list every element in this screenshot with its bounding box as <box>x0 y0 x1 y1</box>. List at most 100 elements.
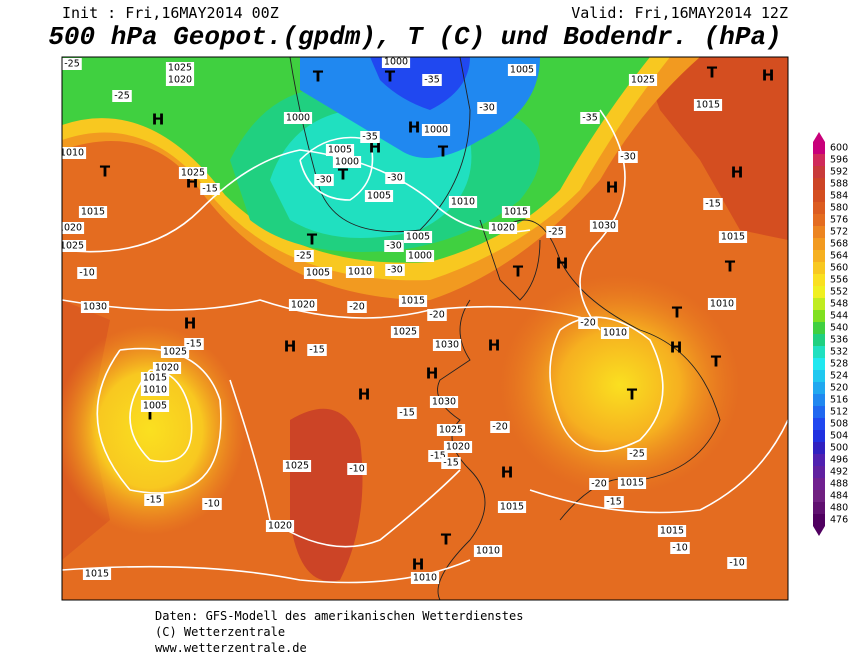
isobar-label-box <box>589 220 619 232</box>
pressure-centre-label: H <box>152 111 165 129</box>
isobar-label-box <box>112 90 132 102</box>
isobar-label: -15 <box>399 408 415 419</box>
isobar-label: 1025 <box>181 168 205 179</box>
isobar-label: 1030 <box>83 302 107 313</box>
pressure-centre-label: H <box>426 365 439 383</box>
isobar-label: 1020 <box>491 223 515 234</box>
warm-region <box>290 408 363 582</box>
isobar-label: 1000 <box>335 157 359 168</box>
isobar-label-box <box>303 267 333 279</box>
isobar-label: 1010 <box>413 573 437 584</box>
isobar-label: 1025 <box>631 75 655 86</box>
isobar-label: 1000 <box>384 57 408 68</box>
colorbar-label: 544 <box>830 311 848 322</box>
isobar-label-box <box>165 74 195 86</box>
isobar-label: 1020 <box>155 363 179 374</box>
colorbar-swatch <box>813 202 825 214</box>
isobar-label: -25 <box>114 91 130 102</box>
isobar-label-box <box>78 206 108 218</box>
isobar-label-box <box>600 327 630 339</box>
isobar-label-box <box>628 74 658 86</box>
isobar-label: 1025 <box>393 327 417 338</box>
colorbar-label: 488 <box>830 479 848 490</box>
colorbar-label: 516 <box>830 395 848 406</box>
pressure-centre-label: T <box>672 304 683 322</box>
isobar-label-box <box>501 206 531 218</box>
isobar-label: 1015 <box>620 478 644 489</box>
isobar-label-box <box>347 463 367 475</box>
isobar-label: -25 <box>548 227 564 238</box>
colorbar-swatch <box>813 418 825 430</box>
colorbar-swatch <box>813 430 825 442</box>
isobar-label-box <box>397 407 417 419</box>
isobar-label-box <box>405 250 435 262</box>
colorbar-label: 560 <box>830 263 848 274</box>
colorbar-swatch <box>813 502 825 514</box>
isobar-label-box <box>670 542 690 554</box>
colorbar: 6005965925885845805765725685645605565525… <box>813 132 848 536</box>
pressure-centre-label: H <box>412 556 425 574</box>
isobar-label-box <box>707 298 737 310</box>
isobar-label: 1025 <box>285 461 309 472</box>
isobar-label-box <box>432 339 462 351</box>
pressure-centre-label: T <box>513 263 524 281</box>
cold-core <box>300 57 540 158</box>
colorbar-label: 576 <box>830 215 848 226</box>
isobar-label-box <box>160 346 190 358</box>
isobar-label-box <box>384 240 404 252</box>
coastline <box>479 219 541 301</box>
isobar-label-box <box>345 266 375 278</box>
pressure-centre-label: H <box>488 337 501 355</box>
isobar-label-box <box>325 144 355 156</box>
isobar-label: -10 <box>204 499 220 510</box>
isobar-label: -15 <box>309 345 325 356</box>
isobar-label-box <box>422 74 442 86</box>
isobar-label-box <box>398 295 428 307</box>
isobar-label: -20 <box>580 318 596 329</box>
isobar-label-box <box>578 317 598 329</box>
isobar-label-box <box>497 501 527 513</box>
pressure-centre-label: T <box>707 64 718 82</box>
isobar-label-box <box>152 362 182 374</box>
colorbar-label: 548 <box>830 299 848 310</box>
isobar-label: 1010 <box>348 267 372 278</box>
isobar <box>229 379 461 548</box>
isobar <box>579 109 626 331</box>
isobar-label-box <box>727 557 747 569</box>
colorbar-swatch <box>813 250 825 262</box>
pressure-centre-label: T <box>307 231 318 249</box>
isobar-label: 1025 <box>439 425 463 436</box>
pressure-centre-label: H <box>606 179 619 197</box>
isobar-label-box <box>288 299 318 311</box>
pressure-centre-label: T <box>313 68 324 86</box>
isobar-label: -35 <box>582 113 598 124</box>
colorbar-label: 592 <box>830 167 848 178</box>
isobar-label-box <box>436 424 466 436</box>
isobar-label: -30 <box>479 103 495 114</box>
isobar-label-box <box>282 460 312 472</box>
colorbar-label: 496 <box>830 455 848 466</box>
isobar-label-box <box>490 421 510 433</box>
isobar-label: 1010 <box>60 148 84 159</box>
valid-time: Valid: Fri,16MAY2014 12Z <box>571 4 788 22</box>
isobar-label: -25 <box>64 59 80 70</box>
isobar-label-box <box>390 326 420 338</box>
isobar-label-box <box>62 147 87 159</box>
isobar-label: 1030 <box>592 221 616 232</box>
isobar-label: 1005 <box>367 191 391 202</box>
colorbar-swatch <box>813 190 825 202</box>
isobar-label: 1020 <box>446 442 470 453</box>
pressure-centre-label: T <box>145 406 156 424</box>
init-time: Init : Fri,16MAY2014 00Z <box>62 4 279 22</box>
isobar-label: 1025 <box>163 347 187 358</box>
pressure-centre-label: H <box>670 339 683 357</box>
isobar-label-box <box>360 131 380 143</box>
isobar-label: 1000 <box>424 125 448 136</box>
isobar-label: 1020 <box>168 75 192 86</box>
isobar-label: 1005 <box>306 268 330 279</box>
colorbar-swatch <box>813 166 825 178</box>
isobar-label-box <box>477 102 497 114</box>
colorbar-label: 476 <box>830 515 848 526</box>
